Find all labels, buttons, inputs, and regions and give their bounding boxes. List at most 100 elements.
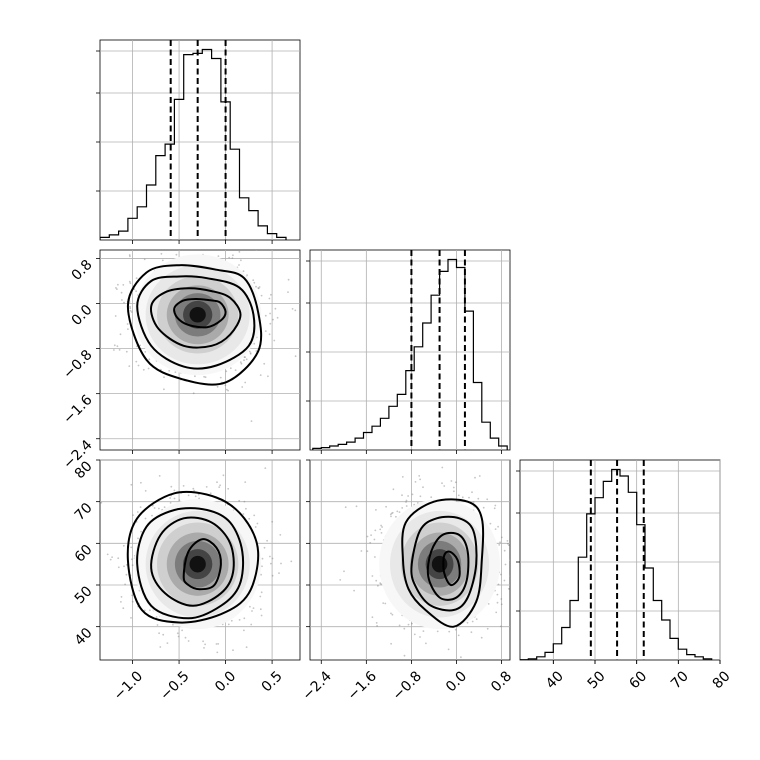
sample-point xyxy=(216,651,219,654)
sample-point xyxy=(380,532,383,534)
sample-point xyxy=(422,486,424,489)
sample-point xyxy=(355,505,358,508)
sample-point xyxy=(198,497,201,500)
histogram-line xyxy=(312,258,508,450)
pair-panel-2 xyxy=(309,459,517,661)
sample-point xyxy=(252,607,255,609)
sample-point xyxy=(259,608,262,611)
sample-point xyxy=(163,376,165,379)
sample-point xyxy=(144,351,147,353)
sample-point xyxy=(507,542,509,545)
sample-point xyxy=(443,485,446,487)
sample-point xyxy=(390,512,393,515)
sample-point xyxy=(209,492,212,495)
sample-point xyxy=(401,476,404,478)
sample-point xyxy=(512,583,514,585)
sample-point xyxy=(129,307,132,310)
sample-point xyxy=(216,385,219,388)
sample-point xyxy=(249,605,251,608)
sample-point xyxy=(131,600,134,603)
y-tick-label: 0.0 xyxy=(69,302,96,329)
sample-point xyxy=(486,627,489,630)
sample-point xyxy=(143,258,146,261)
sample-point xyxy=(457,634,460,637)
sample-point xyxy=(118,349,121,351)
sample-point xyxy=(92,493,94,495)
sample-point xyxy=(137,537,139,540)
sample-point xyxy=(422,630,425,632)
sample-point xyxy=(136,511,139,513)
sample-point xyxy=(503,549,506,552)
sample-point xyxy=(401,507,404,509)
sample-point xyxy=(411,622,413,625)
sample-point xyxy=(375,509,377,511)
sample-point xyxy=(260,614,263,617)
sample-point xyxy=(163,506,166,508)
sample-point xyxy=(139,250,141,251)
y-tick-label: −0.8 xyxy=(60,347,95,382)
sample-point xyxy=(243,359,245,362)
sample-point xyxy=(245,358,248,361)
sample-point xyxy=(460,656,462,659)
y-tick-label: 70 xyxy=(72,500,96,524)
sample-point xyxy=(172,242,174,244)
sample-point xyxy=(500,573,502,576)
sample-point xyxy=(158,475,161,477)
x-tick-label: 40 xyxy=(543,668,567,692)
sample-point xyxy=(503,579,506,582)
sample-point xyxy=(184,636,187,639)
pair-content-0 xyxy=(113,242,297,422)
sample-point xyxy=(495,611,498,614)
sample-point xyxy=(135,360,138,363)
sample-point xyxy=(499,541,501,544)
sample-point xyxy=(253,514,256,517)
sample-point xyxy=(344,506,347,509)
sample-point xyxy=(148,358,151,361)
sample-point xyxy=(405,505,408,507)
sample-point xyxy=(497,583,500,586)
sample-point xyxy=(390,612,392,615)
sample-point xyxy=(106,553,109,556)
sample-point xyxy=(120,291,123,294)
sample-point xyxy=(116,345,119,348)
x-tick-label: −0.5 xyxy=(157,668,192,703)
sample-point xyxy=(366,550,369,553)
sample-point xyxy=(204,643,207,646)
sample-point xyxy=(239,361,242,363)
sample-point xyxy=(515,539,517,541)
sample-point xyxy=(260,294,263,297)
sample-point xyxy=(396,510,399,513)
x-tick-label: 50 xyxy=(585,668,609,692)
sample-point xyxy=(153,507,156,509)
sample-point xyxy=(471,620,474,623)
sample-point xyxy=(242,270,245,273)
sample-point xyxy=(287,291,289,293)
sample-point xyxy=(142,368,145,371)
sample-point xyxy=(261,565,263,568)
hist-frame-0 xyxy=(99,39,301,241)
sample-point xyxy=(271,557,274,560)
sample-point xyxy=(187,494,190,497)
sample-point xyxy=(371,616,374,619)
sample-point xyxy=(143,609,146,612)
x-tick-label: 60 xyxy=(626,668,650,692)
sample-point xyxy=(123,301,125,304)
sample-point xyxy=(390,515,392,518)
sample-point xyxy=(120,601,122,603)
sample-point xyxy=(261,557,264,560)
sample-point xyxy=(124,583,126,586)
sample-point xyxy=(128,254,131,256)
sample-point xyxy=(381,526,383,528)
sample-point xyxy=(217,255,220,257)
sample-point xyxy=(407,623,410,626)
hist-panel-0 xyxy=(96,39,301,244)
contour-line xyxy=(182,538,222,591)
sample-point xyxy=(128,365,131,367)
sample-point xyxy=(119,333,122,336)
sample-point xyxy=(257,287,260,290)
sample-point xyxy=(115,287,117,289)
contour-line xyxy=(126,264,263,386)
sample-point xyxy=(468,496,470,499)
sample-point xyxy=(279,534,282,536)
